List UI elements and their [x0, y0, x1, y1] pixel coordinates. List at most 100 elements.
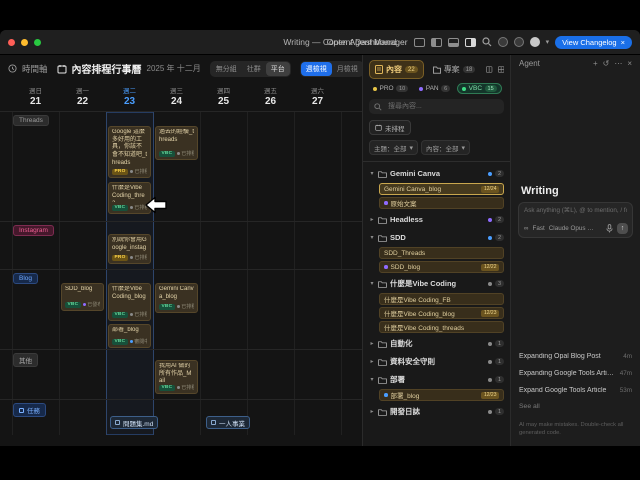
mic-icon[interactable] — [606, 224, 613, 233]
tree-item-gemini-canva-blog[interactable]: Gemini Canva_blog 12/24 — [379, 183, 504, 195]
folder-vibe-coding[interactable]: ▾ 什麼是Vibe Coding 3 — [369, 276, 504, 291]
more-icon[interactable]: ⋯ — [614, 58, 623, 68]
history-icon[interactable]: ↺ — [602, 58, 610, 68]
avatar[interactable] — [529, 37, 540, 47]
chevron-right-icon[interactable]: ▸ — [370, 409, 374, 415]
content-filter-dropdown[interactable]: 內容：全部 ▾ — [421, 140, 471, 155]
mode-selector[interactable]: Fast — [532, 225, 545, 232]
view-changelog-button[interactable]: View Changelog × — [555, 35, 632, 49]
chevron-right-icon[interactable]: ▸ — [370, 359, 374, 365]
tab-content[interactable]: 內容 22 — [369, 60, 424, 79]
chevron-down-icon[interactable]: ▾ — [370, 235, 374, 241]
day-fri[interactable]: 週五 26 — [264, 88, 277, 107]
tree-item-sdd-blog[interactable]: SDD_blog 12/22 — [379, 261, 504, 273]
card-deploy-blog[interactable]: 部署_blog VBC 審閱中 — [108, 324, 151, 348]
record-icon[interactable] — [497, 37, 508, 47]
day-thu[interactable]: 週四 25 — [217, 88, 230, 107]
right-panel-icon[interactable] — [464, 37, 476, 47]
history-item[interactable]: Expanding Google Tools Article 47m — [519, 370, 632, 377]
card-vibe-threads[interactable]: 什麼是Vibe Coding_threa VBC 已排程 — [108, 182, 151, 214]
row-label-blog[interactable]: Blog — [13, 273, 39, 284]
folder-gemini-canva[interactable]: ▾ Gemini Canva 2 — [369, 166, 504, 181]
row-label-tasks[interactable]: 任務 — [13, 403, 46, 417]
tree-item-sdd-threads[interactable]: SDD_Threads — [379, 247, 504, 259]
group-social-button[interactable]: 社群 — [242, 62, 266, 76]
open-agent-manager-button[interactable]: Open Agent Manager — [326, 37, 408, 47]
card-google-threads[interactable]: Google 這麼多好用的工具，你該不會不知道吧_threads PRO 已排程 — [108, 126, 151, 178]
bottom-panel-icon[interactable] — [447, 37, 459, 47]
chevron-right-icon[interactable]: ▸ — [370, 341, 374, 347]
group-platform-button[interactable]: 平台 — [265, 61, 290, 76]
minimize-window-button[interactable] — [21, 38, 28, 46]
month-view-button[interactable]: 月檢視 — [332, 62, 363, 76]
folder-data-security[interactable]: ▸ 資料安全守則 1 — [369, 354, 504, 369]
row-label-instagram[interactable]: Instagram — [13, 225, 54, 236]
chevron-down-icon[interactable]: ▾ — [545, 39, 550, 46]
agent-input-box[interactable]: Ask anything (⌘L), @ to mention, / for w… — [518, 202, 633, 238]
tree-item-original-copy[interactable]: 原始文案 — [379, 197, 504, 209]
day-tue-today[interactable]: 週二 23 — [123, 88, 136, 107]
folder-headless[interactable]: ▸ Headless 2 — [369, 212, 504, 227]
nav-timeline[interactable]: 時間軸 — [22, 63, 48, 74]
chip-pan[interactable]: PAN 6 — [415, 84, 454, 93]
status-dot — [487, 377, 492, 382]
chevron-right-icon[interactable]: ▸ — [370, 217, 374, 223]
history-item[interactable]: Expand Google Tools Article 53m — [519, 387, 632, 394]
task-item-solo[interactable]: 一人事業 — [206, 416, 250, 429]
settings-icon[interactable] — [513, 37, 524, 47]
tree-item-vibe-threads[interactable]: 什麼是Vibe Coding_threads — [379, 321, 504, 333]
zoom-window-button[interactable] — [34, 38, 41, 46]
search-icon[interactable] — [481, 37, 492, 47]
day-wed[interactable]: 週三 24 — [170, 88, 183, 107]
close-icon[interactable]: × — [627, 58, 632, 68]
vbc-badge: VBC — [112, 338, 128, 345]
see-all-link[interactable]: See all — [519, 403, 540, 410]
chip-vbc-active[interactable]: VBC 15 — [457, 83, 502, 94]
folder-dev-log[interactable]: ▸ 開發日誌 1 — [369, 404, 504, 419]
day-sat[interactable]: 週六 27 — [311, 88, 324, 107]
chevron-down-icon[interactable]: ▾ — [370, 281, 374, 287]
topic-filter-dropdown[interactable]: 主題：全部 ▾ — [369, 140, 419, 155]
card-experience-threads[interactable]: 過去的經驗_threads VBC 已排程 — [155, 126, 198, 160]
history-item[interactable]: Expanding Opal Blog Post 4m — [519, 353, 632, 360]
tree-item-vibe-blog[interactable]: 什麼是Vibe Coding_blog 12/23 — [379, 307, 504, 319]
count-badge: 2 — [494, 170, 504, 177]
week-view-button[interactable]: 週檢視 — [300, 61, 332, 76]
split-columns-icon[interactable] — [413, 37, 425, 47]
board-view-icon[interactable] — [486, 65, 493, 74]
checkbox-icon[interactable] — [115, 420, 120, 425]
send-button[interactable]: ↑ — [617, 223, 628, 234]
day-sun[interactable]: 週日 21 — [29, 88, 42, 107]
chip-pro[interactable]: PRO 10 — [369, 84, 412, 93]
search-input[interactable] — [386, 102, 499, 111]
task-item-questions[interactable]: 問題集.md — [110, 416, 159, 429]
folder-sdd[interactable]: ▾ SDD 2 — [369, 230, 504, 245]
unscheduled-filter-chip[interactable]: 未排程 — [369, 120, 411, 135]
card-google-instagram[interactable]: 別說你會用Google_instag PRO 已排程 — [108, 234, 151, 264]
day-mon[interactable]: 週一 22 — [76, 88, 89, 107]
view-changelog-label: View Changelog — [562, 37, 617, 47]
tab-project[interactable]: 專案 18 — [427, 60, 482, 79]
card-gemini-canva-blog[interactable]: Gemini Canva_blog VBC 已排程 — [155, 283, 198, 313]
folder-deploy[interactable]: ▾ 部署 1 — [369, 372, 504, 387]
new-chat-icon[interactable]: + — [592, 58, 598, 68]
chevron-down-icon[interactable]: ▾ — [370, 171, 374, 177]
vbc-badge: VBC — [112, 311, 128, 318]
checkbox-icon[interactable] — [211, 420, 216, 425]
left-panel-icon[interactable] — [430, 37, 442, 47]
folder-automation[interactable]: ▸ 自動化 1 — [369, 336, 504, 351]
changelog-close-icon[interactable]: × — [620, 37, 625, 47]
close-window-button[interactable] — [8, 38, 15, 46]
row-label-threads[interactable]: Threads — [13, 115, 49, 126]
row-label-other[interactable]: 其他 — [13, 353, 38, 367]
card-vibe-blog[interactable]: 什麼是Vibe Coding_blog VBC 已排程 — [108, 283, 151, 321]
chevron-down-icon[interactable]: ▾ — [370, 377, 374, 383]
group-none-button[interactable]: 無分組 — [211, 62, 242, 76]
tree-item-vibe-fb[interactable]: 什麼是Vibe Coding_FB — [379, 293, 504, 305]
tree-item-deploy-blog[interactable]: 部署_blog 12/23 — [379, 389, 504, 401]
infinity-mode-icon[interactable]: ∞ — [524, 225, 529, 232]
card-sdd-blog[interactable]: SDD_blog VBC 已發布 — [61, 283, 104, 311]
grid-view-icon[interactable] — [497, 65, 504, 74]
model-selector[interactable]: Claude Opus … — [548, 225, 594, 232]
card-ai-works-mail[interactable]: 我用AI 做的所有作品_Mail VBC 已排程 — [155, 360, 198, 394]
